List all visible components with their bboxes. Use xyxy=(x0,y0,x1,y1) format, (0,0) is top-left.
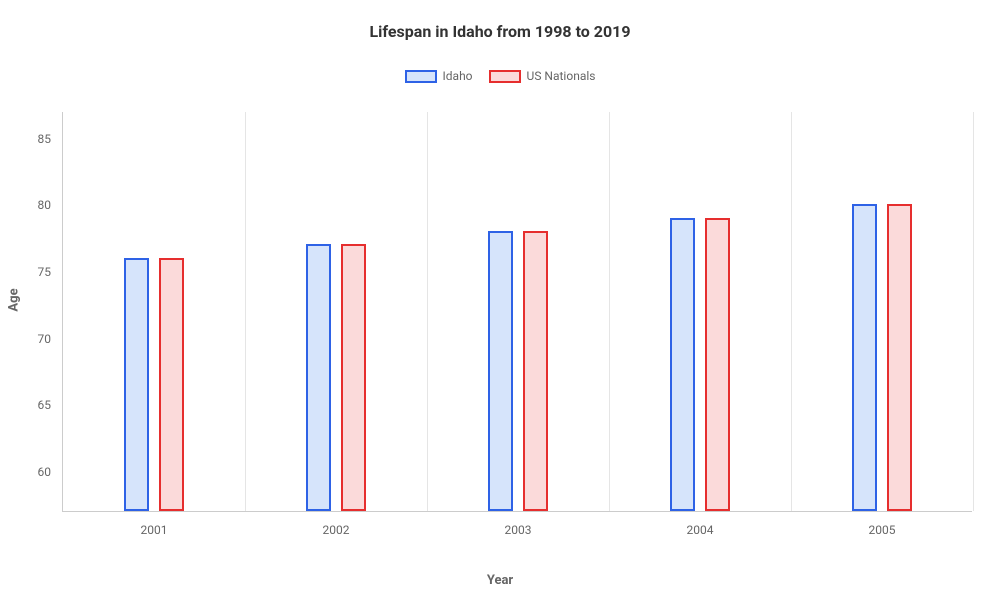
legend-item-us: US Nationals xyxy=(489,69,596,83)
legend-swatch-us xyxy=(489,70,521,83)
bar-us-nationals xyxy=(887,204,912,511)
y-tick-label: 85 xyxy=(38,132,52,146)
bar-idaho xyxy=(124,258,149,511)
legend-swatch-idaho xyxy=(405,70,437,83)
legend-item-idaho: Idaho xyxy=(405,69,473,83)
bar-idaho xyxy=(852,204,877,511)
legend: Idaho US Nationals xyxy=(0,69,1000,83)
bar-idaho xyxy=(670,218,695,511)
y-tick-label: 60 xyxy=(38,465,52,479)
plot-area: 60657075808520012002200320042005 xyxy=(62,112,972,512)
gridline xyxy=(973,112,974,511)
y-tick-label: 65 xyxy=(38,398,52,412)
bar-us-nationals xyxy=(341,244,366,511)
chart-title: Lifespan in Idaho from 1998 to 2019 xyxy=(0,0,1000,41)
gridline xyxy=(609,112,610,511)
y-tick-label: 80 xyxy=(38,198,52,212)
x-tick-label: 2002 xyxy=(323,523,350,537)
x-tick-label: 2005 xyxy=(869,523,896,537)
legend-label-idaho: Idaho xyxy=(443,69,473,83)
y-tick-label: 75 xyxy=(38,265,52,279)
gridline xyxy=(245,112,246,511)
bar-us-nationals xyxy=(705,218,730,511)
x-tick-label: 2004 xyxy=(687,523,714,537)
x-tick-label: 2001 xyxy=(141,523,168,537)
x-tick-label: 2003 xyxy=(505,523,532,537)
gridline xyxy=(791,112,792,511)
y-axis-title: Age xyxy=(7,288,22,311)
bar-us-nationals xyxy=(523,231,548,511)
chart-container: Lifespan in Idaho from 1998 to 2019 Idah… xyxy=(0,0,1000,600)
bar-idaho xyxy=(488,231,513,511)
gridline xyxy=(427,112,428,511)
bar-us-nationals xyxy=(159,258,184,511)
y-tick-label: 70 xyxy=(38,332,52,346)
bar-idaho xyxy=(306,244,331,511)
legend-label-us: US Nationals xyxy=(527,69,596,83)
x-axis-title: Year xyxy=(487,573,513,588)
